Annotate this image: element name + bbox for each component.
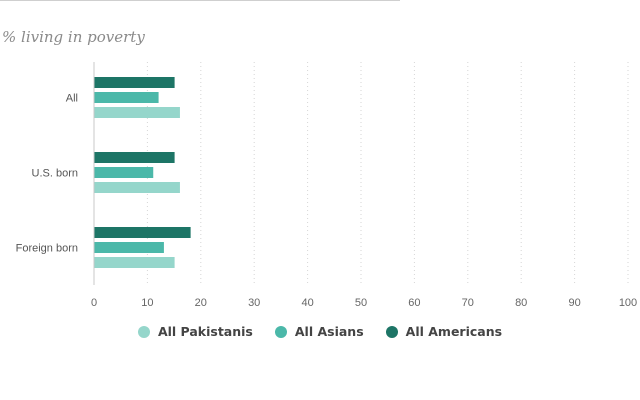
chart-legend: All Pakistanis All Asians All Americans	[0, 324, 640, 339]
bar	[94, 107, 180, 118]
bar	[94, 167, 154, 178]
x-tick-label: 100	[619, 297, 637, 309]
category-label: U.S. born	[32, 168, 78, 180]
x-tick-label: 20	[195, 297, 207, 309]
legend-item: All Americans	[385, 324, 503, 339]
legend-swatch	[137, 325, 150, 338]
legend-item: All Asians	[274, 324, 364, 339]
x-tick-label: 0	[91, 297, 97, 309]
bar	[94, 77, 175, 88]
legend-label: All Asians	[294, 324, 364, 339]
top-divider	[0, 0, 640, 2]
bar	[94, 92, 159, 103]
x-tick-label: 90	[568, 297, 580, 309]
bar	[94, 152, 175, 163]
x-tick-label: 80	[515, 297, 527, 309]
legend-swatch	[385, 325, 398, 338]
bar	[94, 182, 180, 193]
x-tick-label: 60	[408, 297, 420, 309]
x-tick-label: 50	[355, 297, 367, 309]
legend-swatch	[274, 325, 287, 338]
bar	[94, 227, 191, 238]
bar	[94, 242, 164, 253]
chart-subtitle: % living in poverty	[2, 28, 145, 46]
legend-label: All Americans	[405, 324, 503, 339]
category-label: All	[66, 93, 78, 105]
x-tick-label: 30	[248, 297, 260, 309]
x-tick-label: 40	[301, 297, 313, 309]
category-label: Foreign born	[16, 243, 78, 255]
legend-item: All Pakistanis	[137, 324, 253, 339]
legend-label: All Pakistanis	[157, 324, 253, 339]
bar	[94, 257, 175, 268]
bar-chart: 0 10 20 30 40 50 60 70 80 90 100 All U.S. born Foreig…	[16, 62, 637, 309]
x-tick-label: 70	[462, 297, 474, 309]
x-tick-label: 10	[141, 297, 153, 309]
